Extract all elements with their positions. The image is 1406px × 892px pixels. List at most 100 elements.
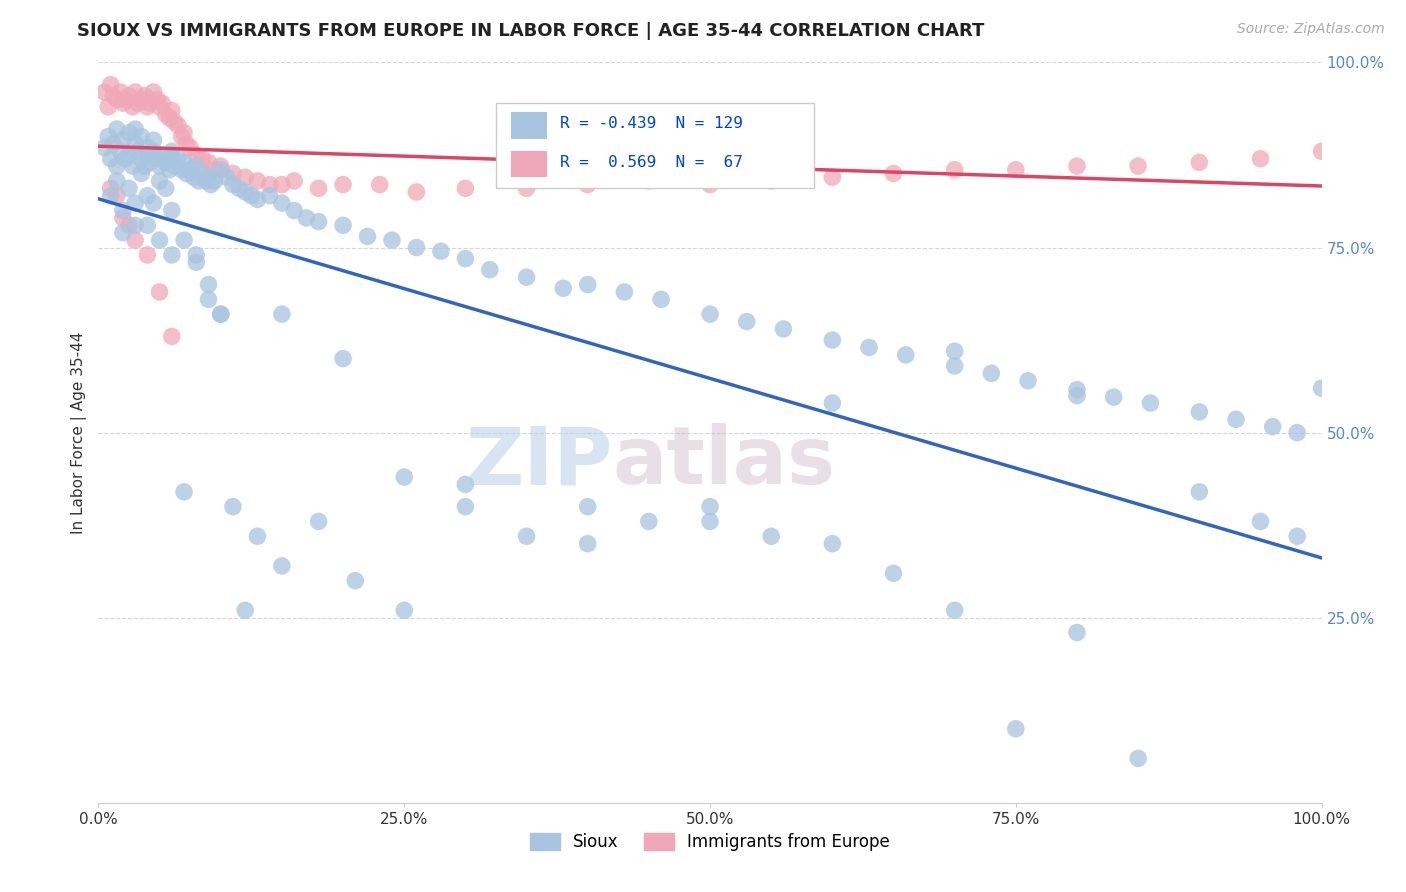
Point (134, 88, 156, 103)
Point (405, 240, 427, 255)
Point (176, 166, 198, 180)
FancyBboxPatch shape (496, 103, 814, 188)
Point (173, 126, 195, 140)
Point (576, 178, 599, 192)
Point (142, 145, 165, 159)
Point (157, 111, 180, 125)
FancyBboxPatch shape (510, 112, 547, 138)
Point (392, 470, 416, 484)
Point (1225, 412, 1247, 426)
Point (134, 159, 156, 173)
Point (576, 277, 599, 292)
Point (93, 85, 115, 99)
Point (111, 226, 134, 240)
Point (204, 174, 226, 188)
Point (160, 152, 183, 166)
Point (515, 270, 537, 285)
Point (1310, 145, 1333, 159)
Point (405, 185, 427, 199)
Point (204, 162, 226, 177)
Point (127, 96, 149, 111)
Point (100, 78, 122, 92)
Point (121, 159, 143, 173)
Point (283, 203, 305, 218)
Point (222, 178, 245, 192)
Point (368, 178, 391, 192)
Point (454, 252, 477, 266)
Point (142, 196, 165, 211)
Point (129, 129, 152, 144)
Point (270, 178, 294, 192)
Point (1188, 405, 1211, 419)
Point (139, 96, 162, 111)
Point (129, 152, 152, 166)
Point (772, 322, 794, 336)
Point (110, 145, 132, 159)
Point (883, 566, 905, 581)
Point (124, 196, 146, 211)
Point (121, 100, 143, 114)
Point (146, 152, 169, 166)
Point (735, 314, 758, 328)
Point (160, 329, 183, 343)
Point (197, 277, 219, 292)
Point (215, 170, 238, 185)
Point (209, 307, 232, 321)
Point (150, 148, 173, 162)
Point (295, 211, 318, 225)
Point (149, 174, 172, 188)
Point (149, 285, 172, 299)
Point (179, 162, 201, 177)
Point (699, 307, 721, 321)
Point (332, 351, 354, 366)
Point (283, 174, 305, 188)
Point (454, 477, 477, 491)
Point (1128, 159, 1150, 173)
Point (155, 181, 177, 195)
Point (1261, 419, 1284, 434)
Point (129, 92, 152, 106)
Point (821, 170, 844, 185)
Point (1310, 381, 1333, 395)
Point (146, 92, 169, 106)
Point (308, 515, 330, 529)
Point (1286, 425, 1309, 440)
Point (139, 155, 162, 169)
Point (1249, 152, 1271, 166)
Point (124, 122, 146, 136)
Point (150, 96, 173, 111)
Point (124, 136, 146, 151)
Point (173, 484, 195, 499)
Text: atlas: atlas (612, 423, 835, 501)
Point (183, 170, 205, 185)
Point (101, 136, 124, 151)
Point (191, 152, 214, 166)
Point (105, 159, 128, 173)
Point (222, 166, 245, 180)
Point (381, 233, 404, 247)
Point (160, 145, 183, 159)
Point (1249, 515, 1271, 529)
Text: R = -0.439  N = 129: R = -0.439 N = 129 (560, 116, 742, 131)
Point (761, 174, 783, 188)
Point (1066, 625, 1088, 640)
Point (699, 500, 721, 514)
Point (127, 145, 149, 159)
Text: ZIP: ZIP (465, 423, 612, 501)
Point (118, 219, 141, 233)
Point (136, 148, 159, 162)
Point (553, 281, 575, 295)
Point (576, 536, 599, 550)
Point (240, 188, 263, 202)
Point (1066, 388, 1088, 402)
Text: Source: ZipAtlas.com: Source: ZipAtlas.com (1237, 22, 1385, 37)
Point (392, 603, 416, 617)
Point (105, 188, 128, 202)
Point (93, 140, 115, 154)
Point (142, 133, 165, 147)
Point (191, 166, 214, 180)
Point (124, 85, 146, 99)
Point (136, 248, 159, 262)
Point (1128, 751, 1150, 765)
Point (699, 515, 721, 529)
